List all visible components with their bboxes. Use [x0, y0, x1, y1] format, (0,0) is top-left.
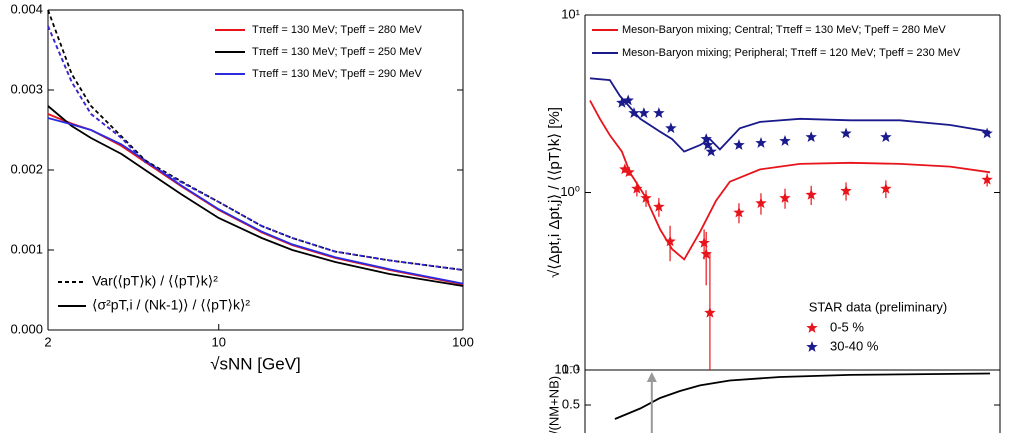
data-star — [631, 182, 643, 194]
data-star — [981, 127, 993, 139]
legend-label: Tπeff = 130 MeV; Tpeff = 290 MeV — [252, 68, 423, 80]
y-tick-label: 1.0 — [562, 361, 580, 376]
data-star — [880, 182, 892, 194]
y-tick-label: 0.002 — [10, 161, 43, 176]
data-star — [779, 192, 791, 203]
data-star — [880, 131, 892, 142]
legend-label: Meson-Baryon mixing; Central; Tπeff = 13… — [622, 24, 946, 36]
legend-swatch — [806, 322, 818, 333]
legend-swatch — [806, 341, 818, 352]
legend-title: STAR data (preliminary) — [809, 299, 947, 314]
x-axis-label: √sNN [GeV] — [210, 354, 301, 373]
data-star — [700, 133, 712, 144]
legend-label: Var(⟨pT⟩k) / ⟨⟨pT⟩k⟩² — [92, 273, 218, 289]
data-star — [619, 163, 631, 175]
series-line — [47, 105, 464, 287]
data-star — [981, 173, 993, 185]
data-star — [638, 107, 650, 118]
legend-label: 30-40 % — [830, 338, 879, 353]
data-star — [665, 122, 677, 134]
legend-label: ⟨σ²pT,i / (Nk-1)⟩ / ⟨⟨pT⟩k⟩² — [92, 297, 250, 313]
y-axis-label: √⟨Δpt,i Δpt,j⟩ / ⟨⟨pT⟩k⟩ [%] — [546, 107, 563, 278]
y-tick-label: 0.004 — [10, 1, 43, 16]
series-line — [47, 25, 464, 271]
data-star — [702, 139, 714, 150]
y-tick-label: 10⁰ — [560, 184, 580, 199]
data-star — [700, 248, 712, 259]
data-star — [805, 131, 817, 142]
data-star — [779, 135, 791, 146]
y-tick-label: 0.001 — [10, 241, 43, 256]
data-star — [704, 306, 716, 318]
series-line — [47, 117, 464, 285]
data-star — [664, 235, 676, 247]
legend-label: Meson-Baryon mixing; Peripheral; Tπeff =… — [622, 47, 961, 59]
fraction-line — [614, 372, 991, 420]
x-tick-label: 2 — [44, 334, 51, 349]
series-line — [589, 100, 991, 261]
data-star — [698, 236, 710, 248]
data-star — [616, 96, 628, 108]
arrow-head — [646, 372, 657, 382]
data-star — [653, 107, 665, 118]
y-tick-label: 0.000 — [10, 321, 43, 336]
data-star — [840, 127, 852, 139]
data-star — [705, 145, 717, 157]
data-star — [733, 139, 745, 150]
data-star — [640, 192, 652, 203]
data-star — [755, 197, 767, 209]
y-tick-label: 10¹ — [561, 6, 580, 21]
data-star — [622, 94, 634, 106]
data-star — [755, 137, 767, 148]
data-star — [628, 107, 640, 118]
data-star — [733, 206, 745, 218]
legend-label: Tπeff = 130 MeV; Tpeff = 250 MeV — [252, 46, 423, 58]
x-tick-label: 10 — [211, 334, 225, 349]
y-tick-label: 0.5 — [562, 396, 580, 411]
data-star — [805, 188, 817, 200]
data-star — [623, 166, 635, 178]
data-star — [840, 185, 852, 196]
y-tick-label: 0.003 — [10, 81, 43, 96]
y-axis-label: /(NM+NB) — [546, 376, 561, 433]
legend-label: 0-5 % — [830, 319, 864, 334]
x-tick-label: 100 — [452, 334, 474, 349]
y-tick-label: 10⁻¹ — [554, 361, 580, 376]
data-star — [653, 200, 665, 212]
series-line — [589, 77, 991, 153]
legend-label: Tπeff = 130 MeV; Tpeff = 280 MeV — [252, 24, 423, 36]
